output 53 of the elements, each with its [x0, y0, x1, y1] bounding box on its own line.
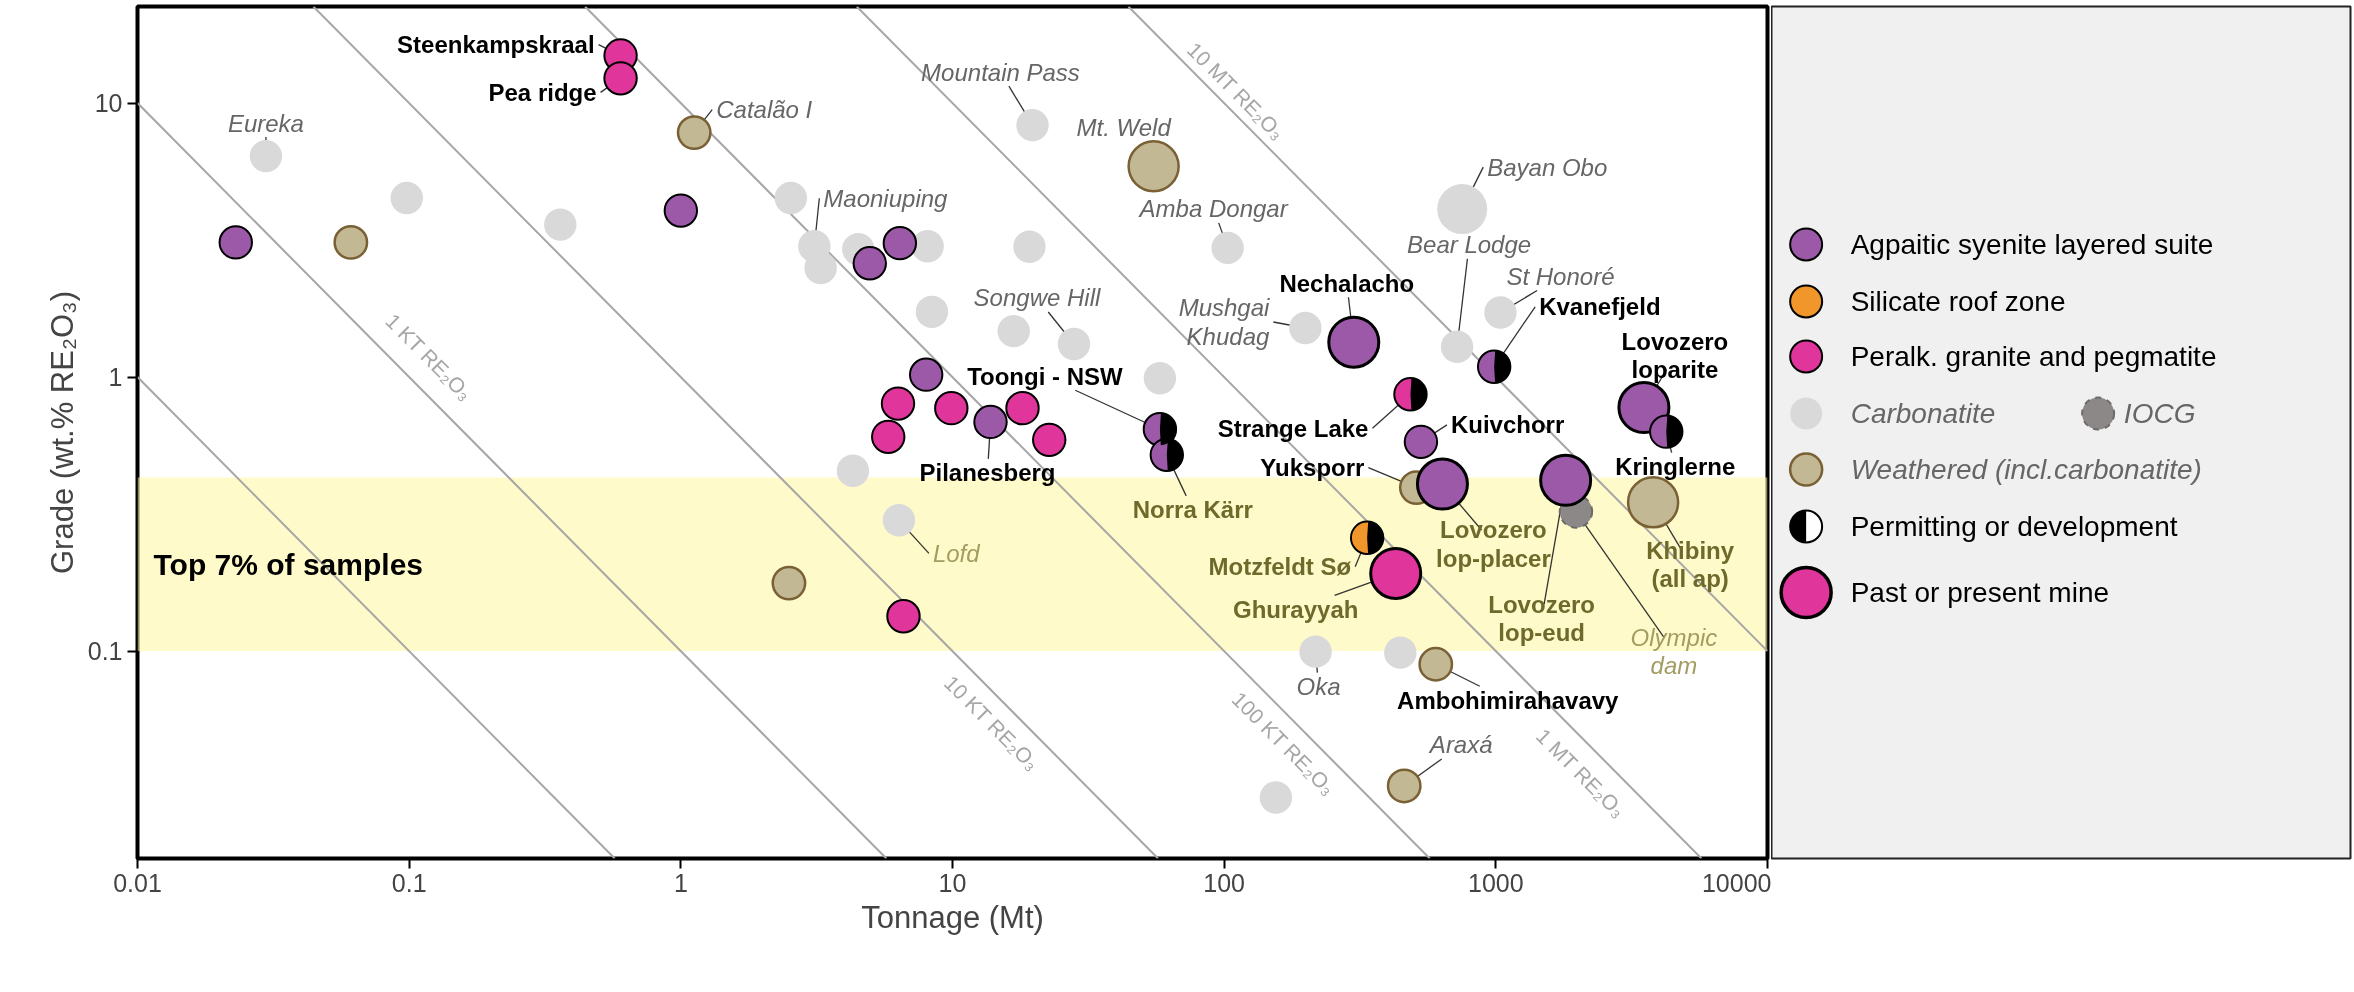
x-tick-label: 0.1	[391, 868, 427, 897]
annotation: Mt. Weld	[1076, 113, 1172, 141]
legend-label: Permitting or development	[1850, 511, 2178, 542]
annotation: Lovozero lop-placer	[1436, 516, 1551, 572]
annotation: Lovozero lop-eud	[1488, 590, 1595, 646]
x-tick-label: 100	[1203, 868, 1246, 897]
legend-label: IOCG	[2123, 398, 2196, 429]
legend-label: Silicate roof zone	[1850, 286, 2066, 317]
annotation: Ambohimirahavavy	[1397, 686, 1620, 714]
annotation: Oka	[1296, 673, 1341, 701]
annotation: Bayan Obo	[1487, 153, 1608, 181]
y-tick-label: 10	[94, 89, 123, 118]
y-axis-title: Grade (wt.% RE₂O₃)	[44, 290, 80, 575]
annotation: Motzfeldt Sø	[1208, 553, 1352, 581]
annotation: Olympic dam	[1630, 623, 1718, 680]
annotation: Bear Lodge	[1407, 231, 1532, 259]
annotation: Maoniuping	[823, 184, 949, 212]
annotation: Yuksporr	[1260, 454, 1365, 482]
annotation: Amba Dongar	[1137, 195, 1289, 223]
annotation: St Honoré	[1506, 263, 1615, 290]
annotation: Lofd	[932, 539, 981, 567]
x-tick-label: 1	[673, 868, 688, 897]
annotation: Pea ridge	[488, 78, 597, 106]
x-tick-label: 1000	[1468, 868, 1524, 897]
y-tick-label: 1	[108, 363, 123, 392]
annotation: Pilanesberg	[919, 459, 1056, 487]
y-tick-label: 0.1	[87, 637, 123, 666]
annotation: Mountain Pass	[921, 58, 1080, 86]
annotation: Lovozero loparite	[1621, 327, 1729, 384]
annotation: Songwe Hill	[973, 284, 1102, 312]
x-tick-label: 10	[938, 868, 967, 897]
annotation: Steenkampskraal	[397, 31, 595, 59]
legend-label: Weathered (incl.carbonatite)	[1850, 454, 2202, 485]
annotation: Ghurayyah	[1233, 595, 1359, 623]
band-label: Top 7% of samples	[153, 547, 424, 581]
annotation: Nechalacho	[1279, 269, 1415, 297]
legend-label: Carbonatite	[1850, 398, 1996, 429]
x-axis-title: Tonnage (Mt)	[861, 899, 1044, 935]
x-tick-label: 10000	[1701, 868, 1772, 897]
annotation: Mushgai Khudag	[1178, 294, 1271, 350]
annotation: Norra Kärr	[1132, 496, 1253, 524]
annotation: Strange Lake	[1217, 414, 1369, 442]
x-tick-label: 0.01	[113, 868, 162, 897]
annotation: Kringlerne	[1615, 453, 1736, 481]
legend-label: Agpaitic syenite layered suite	[1850, 229, 2214, 260]
legend-label: Peralk. granite and pegmatite	[1850, 341, 2217, 372]
annotation: Catalão I	[716, 96, 813, 124]
legend-label: Past or present mine	[1850, 577, 2110, 608]
annotation: Kvanefjeld	[1539, 293, 1661, 321]
annotation: Eureka	[227, 109, 304, 137]
annotation: Toongi - NSW	[967, 362, 1123, 390]
annotation: Araxá	[1427, 731, 1493, 759]
annotation: Kuivchorr	[1450, 411, 1565, 439]
